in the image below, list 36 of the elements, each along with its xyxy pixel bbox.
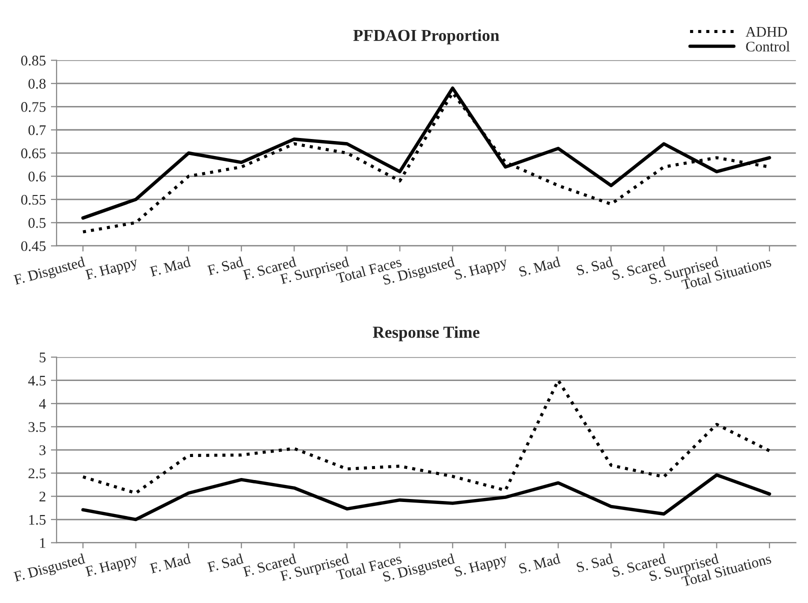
y-tick-label: 3 bbox=[40, 445, 46, 456]
x-tick-label: S. Mad bbox=[518, 553, 561, 574]
legend-label: ADHD bbox=[746, 26, 788, 37]
y-tick-label: 0.85 bbox=[21, 56, 46, 66]
y-tick-label: 0.65 bbox=[21, 148, 46, 158]
y-tick-label: 0.7 bbox=[28, 125, 46, 136]
y-tick-label: 0.8 bbox=[28, 78, 46, 89]
y-tick-label: 2.5 bbox=[28, 468, 46, 478]
y-tick-label: 0.6 bbox=[28, 172, 46, 182]
y-tick-label: 1.5 bbox=[29, 514, 46, 525]
y-tick-label: 0.45 bbox=[21, 241, 46, 252]
x-tick-label: S. Mad bbox=[518, 256, 561, 277]
y-tick-label: 4 bbox=[39, 399, 46, 409]
x-tick-label: F. Mad bbox=[149, 256, 192, 277]
line-series bbox=[81, 378, 772, 495]
chart-title: PFDAOI Proportion bbox=[353, 29, 500, 44]
y-tick-label: 2 bbox=[39, 492, 46, 502]
x-tick-label: S. Happy bbox=[454, 554, 509, 580]
x-tick-label: F. Happy bbox=[85, 554, 140, 580]
y-tick-label: 0.75 bbox=[21, 102, 46, 112]
x-tick-label: F. Sad bbox=[206, 256, 244, 276]
x-tick-label: F. Disgusted bbox=[13, 256, 86, 288]
x-tick-label: F. Disgusted bbox=[13, 553, 86, 585]
x-tick-label: F. Happy bbox=[85, 256, 140, 283]
x-tick-label: F. Mad bbox=[149, 553, 192, 574]
y-tick-label: 5 bbox=[40, 352, 46, 362]
x-tick-label: S. Happy bbox=[454, 256, 509, 283]
legend-label: Control bbox=[746, 41, 790, 52]
y-tick-label: 4.5 bbox=[28, 376, 46, 386]
chart-title: Response Time bbox=[372, 326, 480, 342]
y-tick-label: 0.55 bbox=[21, 194, 46, 205]
y-tick-label: 3.5 bbox=[28, 422, 46, 432]
y-tick-label: 1 bbox=[40, 538, 46, 548]
x-tick-label: F. Sad bbox=[206, 553, 244, 572]
y-tick-label: 0.5 bbox=[28, 218, 46, 228]
line-series bbox=[81, 473, 772, 522]
